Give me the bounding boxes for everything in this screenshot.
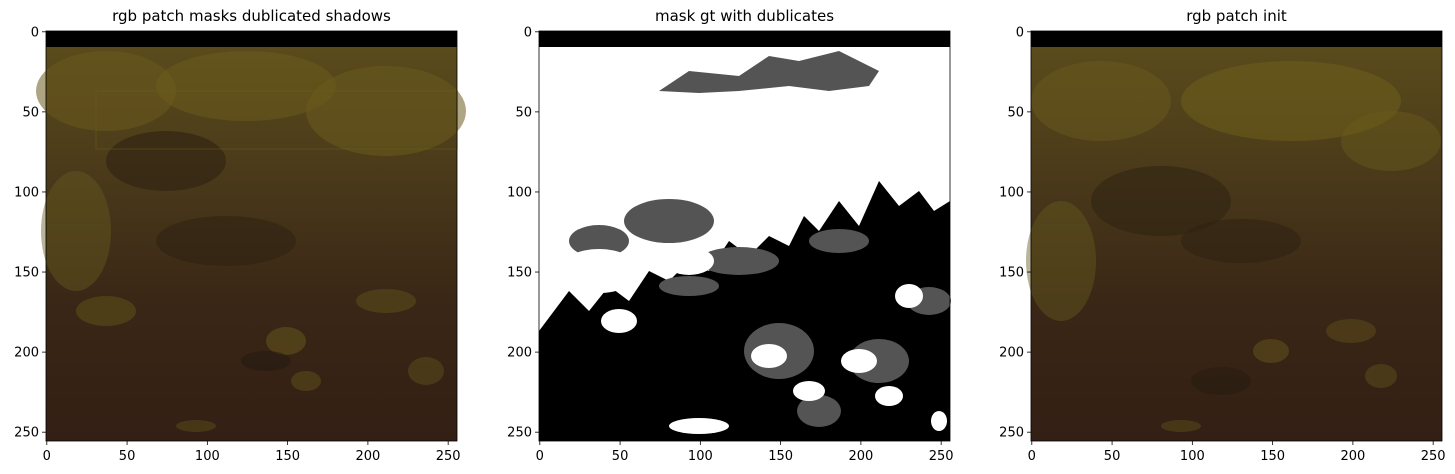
x-axis: 0 50 100 150 200 250 <box>536 441 954 464</box>
y-tick-label: 250 <box>14 426 39 441</box>
x-tick-label: 250 <box>929 449 954 464</box>
black-top-band <box>46 31 457 47</box>
y-tick-label: 100 <box>507 185 532 200</box>
y-tick-label: 50 <box>1007 105 1024 120</box>
x-tick-label: 100 <box>195 449 220 464</box>
axes-frame <box>1030 30 1443 442</box>
panel-title: rgb patch init <box>1186 7 1287 25</box>
y-tick-label: 200 <box>14 346 39 361</box>
y-tick-label: 150 <box>999 266 1024 281</box>
y-tick-label: 50 <box>515 105 532 120</box>
y-tick-label: 50 <box>22 105 39 120</box>
vegetation-blobs <box>36 51 466 432</box>
y-tick-label: 250 <box>999 426 1024 441</box>
x-tick-label: 100 <box>688 449 713 464</box>
y-axis: 0 50 100 150 200 250 <box>14 25 46 441</box>
x-tick-label: 50 <box>119 449 136 464</box>
x-tick-label: 150 <box>768 449 793 464</box>
x-tick-label: 250 <box>436 449 461 464</box>
panel-title: mask gt with dublicates <box>655 7 834 25</box>
x-tick-label: 250 <box>1421 449 1446 464</box>
mask-white-patches <box>559 247 947 434</box>
x-tick-label: 100 <box>1180 449 1205 464</box>
x-tick-label: 0 <box>1028 449 1036 464</box>
y-tick-label: 250 <box>507 426 532 441</box>
y-tick-label: 150 <box>14 266 39 281</box>
mask-gray-top-patch <box>659 51 879 93</box>
y-tick-label: 0 <box>1016 25 1024 40</box>
x-tick-label: 150 <box>275 449 300 464</box>
x-tick-label: 50 <box>612 449 629 464</box>
axes-frame <box>45 30 458 442</box>
panel-mask-gt: mask gt with dublicates <box>507 7 953 464</box>
x-axis: 0 50 100 150 200 250 <box>43 441 461 464</box>
mask-white-region <box>539 47 950 331</box>
x-tick-label: 150 <box>1260 449 1285 464</box>
x-tick-label: 200 <box>848 449 873 464</box>
y-tick-label: 100 <box>999 185 1024 200</box>
y-axis: 0 50 100 150 200 250 <box>999 25 1031 441</box>
y-tick-label: 0 <box>524 25 532 40</box>
x-tick-label: 0 <box>43 449 51 464</box>
panel-rgb-masks-dublicated: rgb patch masks dublicated shadows <box>14 7 466 464</box>
image-mask-gt <box>539 31 951 441</box>
y-tick-label: 200 <box>999 346 1024 361</box>
y-tick-label: 100 <box>14 185 39 200</box>
panel-rgb-init: rgb patch init 0 50 100 150 200 250 0 50 100 150… <box>999 7 1445 464</box>
vegetation-blobs <box>1026 61 1441 432</box>
x-axis: 0 50 100 150 200 250 <box>1028 441 1446 464</box>
y-tick-label: 150 <box>507 266 532 281</box>
panel-title: rgb patch masks dublicated shadows <box>112 7 391 25</box>
y-axis: 0 50 100 150 200 250 <box>507 25 539 441</box>
x-tick-label: 50 <box>1104 449 1121 464</box>
x-tick-label: 200 <box>355 449 380 464</box>
black-top-band <box>539 31 950 47</box>
black-top-band <box>1031 31 1442 47</box>
y-tick-label: 200 <box>507 346 532 361</box>
x-tick-label: 0 <box>536 449 544 464</box>
image-rgb-masks-dublicated <box>36 31 466 441</box>
y-tick-label: 0 <box>31 25 39 40</box>
image-rgb-init <box>1026 31 1442 441</box>
x-tick-label: 200 <box>1340 449 1365 464</box>
axes-frame <box>538 30 951 442</box>
